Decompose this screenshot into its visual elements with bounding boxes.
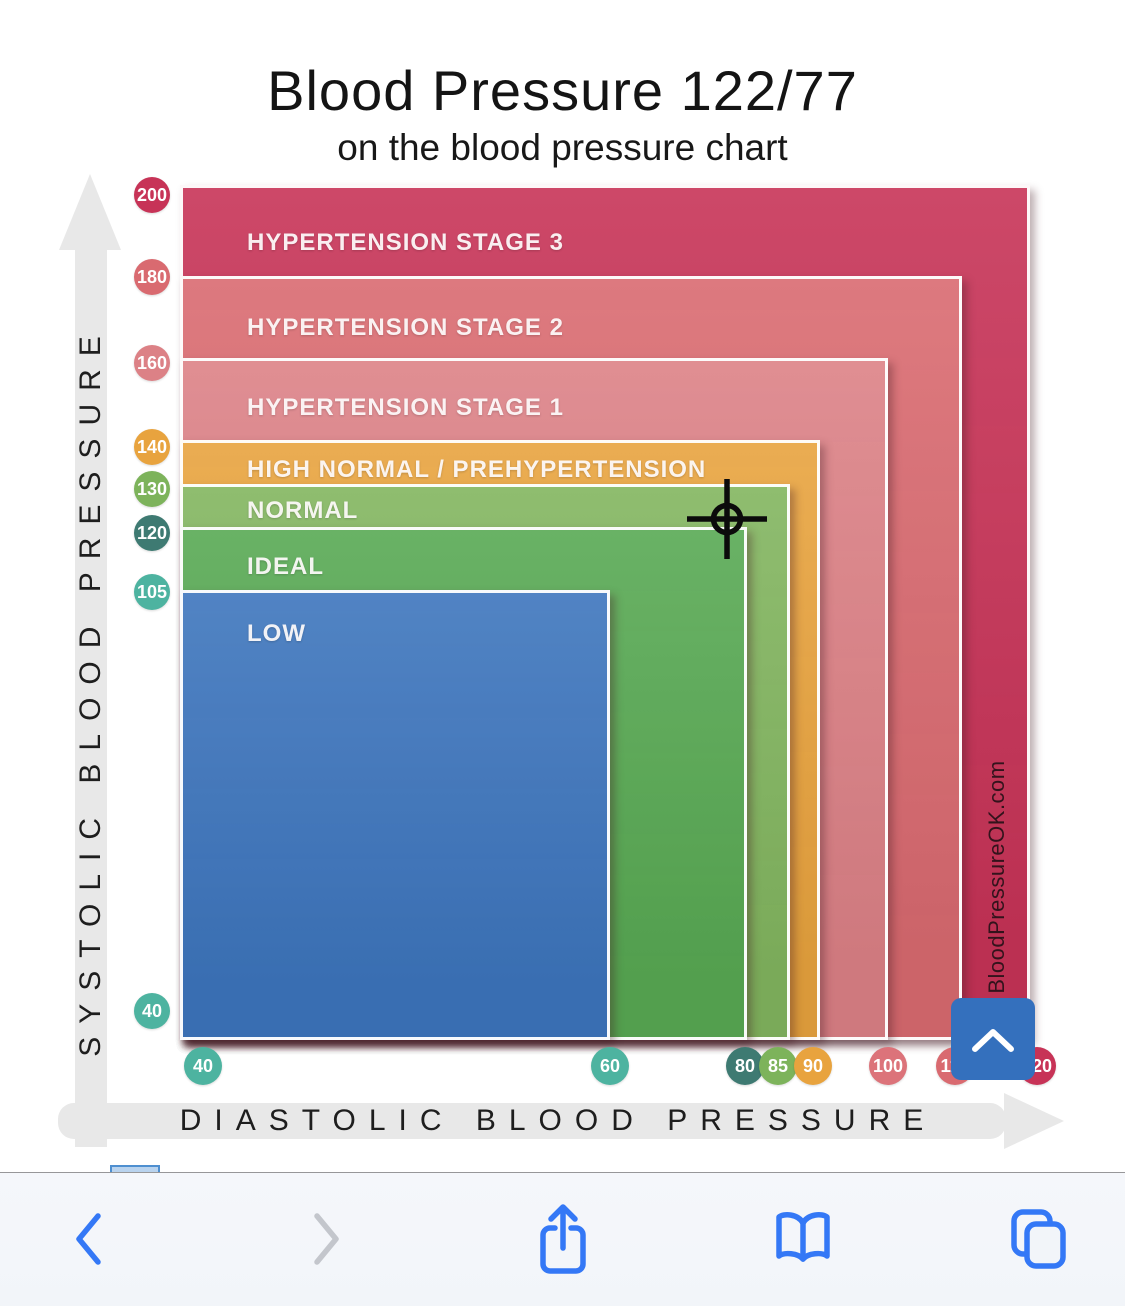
x-tick-60: 60: [591, 1047, 629, 1085]
tabs-button[interactable]: [1001, 1202, 1073, 1276]
band-label: HYPERTENSION STAGE 1: [247, 394, 564, 421]
band-label: NORMAL: [247, 497, 359, 524]
tick-value: 85: [767, 1055, 789, 1076]
tick-value: 140: [136, 436, 168, 457]
tick-value: 40: [192, 1055, 214, 1076]
bookmarks-button[interactable]: [766, 1204, 840, 1274]
y-tick-140: 140: [134, 429, 170, 465]
share-icon: [540, 1204, 586, 1274]
tick-value: 80: [734, 1055, 756, 1076]
tick-value: 130: [136, 478, 168, 499]
chevron-back-icon: [76, 1213, 101, 1265]
y-tick-180: 180: [134, 259, 170, 295]
tick-value: 160: [136, 352, 168, 373]
tick-value: 40: [141, 1000, 163, 1021]
x-axis-arrow: [58, 1093, 1064, 1149]
tick-value: 200: [136, 184, 168, 205]
band-label: HIGH NORMAL / PREHYPERTENSION: [247, 456, 707, 483]
y-tick-160: 160: [134, 345, 170, 381]
watermark: BloodPressureOK.com: [984, 760, 1009, 994]
band-label: HYPERTENSION STAGE 2: [247, 314, 564, 341]
y-tick-200: 200: [134, 177, 170, 213]
chart-title: Blood Pressure 122/77: [267, 59, 858, 122]
chart-title-block: Blood Pressure 122/77 on the blood press…: [0, 58, 1125, 169]
bp-band-7: LOW: [180, 590, 610, 1040]
x-tick-90: 90: [794, 1047, 832, 1085]
y-tick-130: 130: [134, 471, 170, 507]
band-label: IDEAL: [247, 553, 324, 580]
forward-button[interactable]: [305, 1206, 349, 1272]
share-button[interactable]: [529, 1195, 597, 1283]
tick-value: 120: [136, 522, 168, 543]
tick-value: 60: [599, 1055, 621, 1076]
x-tick-40: 40: [184, 1047, 222, 1085]
x-tick-85: 85: [759, 1047, 797, 1085]
y-axis-label: SYSTOLIC BLOOD PRESSURE: [74, 323, 107, 1057]
y-tick-40: 40: [134, 993, 170, 1029]
tick-value: 100: [872, 1055, 904, 1076]
band-label: HYPERTENSION STAGE 3: [247, 229, 564, 256]
tick-value: 180: [136, 266, 168, 287]
bp-reading-marker: [687, 479, 767, 559]
band-label: LOW: [247, 620, 306, 647]
scroll-to-top-button[interactable]: [951, 998, 1035, 1080]
page-content-fragment: [110, 1165, 160, 1174]
tick-value: 90: [802, 1055, 824, 1076]
chevron-forward-icon: [314, 1213, 339, 1265]
x-tick-100: 100: [869, 1047, 907, 1085]
y-axis-arrow: [59, 174, 121, 1147]
y-tick-120: 120: [134, 515, 170, 551]
tick-value: 105: [136, 581, 168, 602]
chart-subtitle: on the blood pressure chart: [337, 127, 788, 168]
safari-toolbar: [0, 1172, 1125, 1306]
x-tick-80: 80: [726, 1047, 764, 1085]
tabs-icon: [1011, 1209, 1066, 1269]
y-tick-105: 105: [134, 574, 170, 610]
back-button[interactable]: [66, 1206, 110, 1272]
open-book-icon: [776, 1212, 830, 1262]
x-axis-label: DIASTOLIC BLOOD PRESSURE: [179, 1104, 937, 1137]
chevron-up-icon: [972, 1029, 1014, 1052]
